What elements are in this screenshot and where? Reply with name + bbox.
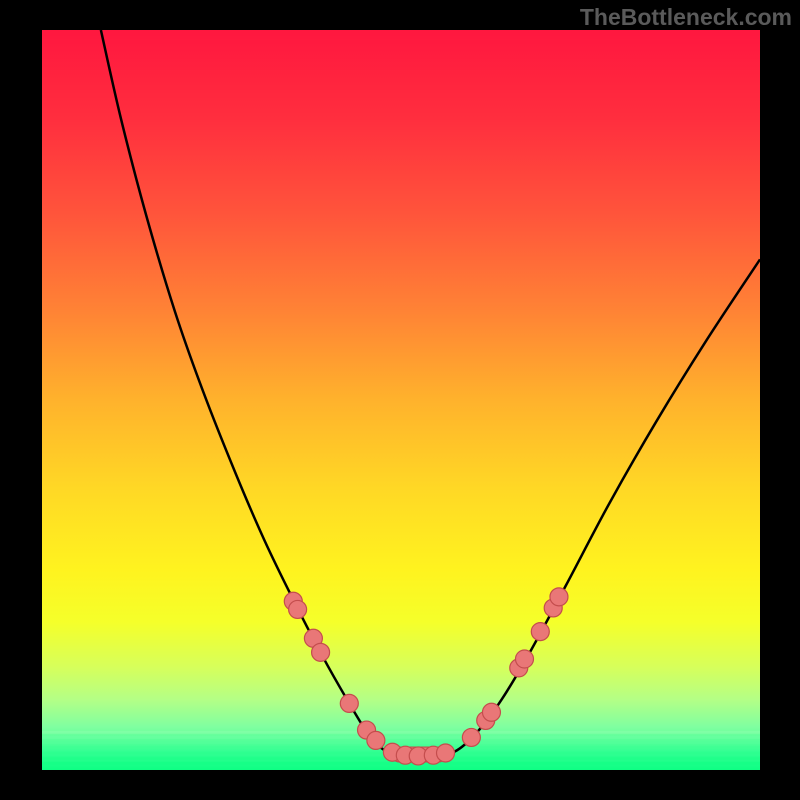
data-marker [531, 623, 549, 641]
data-marker [312, 643, 330, 661]
data-marker [289, 600, 307, 618]
plot-background [42, 30, 760, 770]
data-marker [550, 588, 568, 606]
bottleneck-chart [0, 0, 800, 800]
data-marker [482, 703, 500, 721]
data-marker [340, 694, 358, 712]
data-marker [437, 744, 455, 762]
data-marker [515, 650, 533, 668]
chart-root: TheBottleneck.com [0, 0, 800, 800]
watermark-text: TheBottleneck.com [580, 4, 792, 31]
data-marker [462, 728, 480, 746]
data-marker [367, 731, 385, 749]
